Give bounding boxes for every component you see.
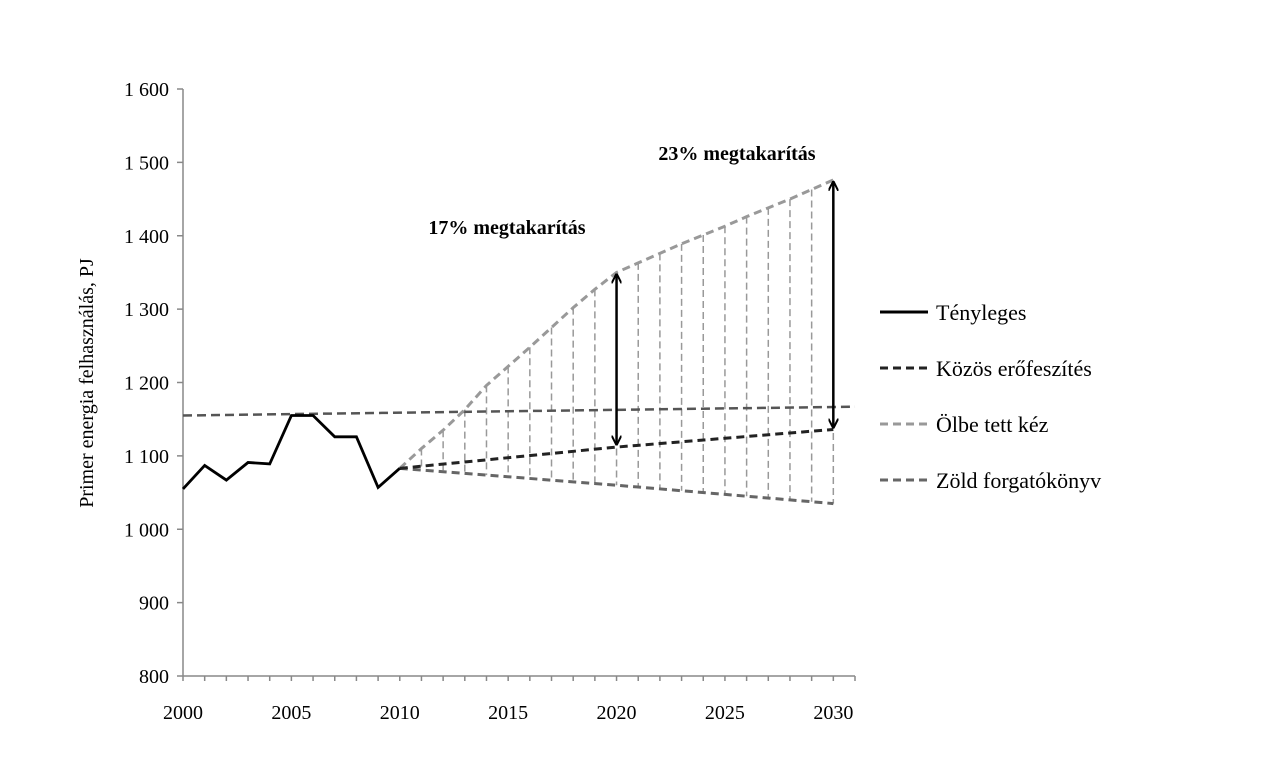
series-line--lbe-tett-k-z xyxy=(398,178,834,470)
series-line-k-z-s-er-fesz-t-s xyxy=(399,427,834,470)
series-layer xyxy=(181,178,834,506)
x-tick-label: 2025 xyxy=(705,702,745,724)
legend: Tényleges Közös erőfeszítés Ölbe tett kéz Z… xyxy=(880,300,1101,493)
savings-annotation: 23% megtakarítás xyxy=(658,143,815,165)
y-tick-label: 800 xyxy=(139,666,169,688)
legend-label: Ölbe tett kéz xyxy=(936,412,1049,437)
y-tick-label: 1 200 xyxy=(124,373,169,395)
x-tick-label: 2030 xyxy=(813,702,853,724)
y-tick-label: 1 000 xyxy=(124,519,169,541)
y-axis-label: Primer energia felhasználás, PJ xyxy=(76,258,98,508)
x-tick-label: 2005 xyxy=(271,702,311,724)
annotations: 17% megtakarítás 23% megtakarítás xyxy=(428,143,833,443)
legend-label: Közös erőfeszítés xyxy=(936,356,1092,381)
savings-annotation: 17% megtakarítás xyxy=(428,217,585,239)
y-tick-label: 1 100 xyxy=(124,446,169,468)
y-tick-label: 1 400 xyxy=(124,226,169,248)
series-line-z-ld-forgat-k-nyv xyxy=(399,466,834,506)
x-tick-label: 2015 xyxy=(488,702,528,724)
y-tick-label: 1 500 xyxy=(124,152,169,174)
reference-dashed-line xyxy=(182,405,856,417)
reference-line xyxy=(182,405,856,417)
legend-label: Zöld forgatókönyv xyxy=(936,468,1101,493)
axes: 800 900 1 000 1 100 1 200 1 300 1 400 1 500 1 60… xyxy=(124,79,856,724)
x-tick-label: 2010 xyxy=(380,702,420,724)
y-axis-label-group: Primer energia felhasználás, PJ xyxy=(76,258,98,508)
legend-label: Tényleges xyxy=(936,300,1026,325)
y-tick-label: 1 600 xyxy=(124,79,169,101)
y-tick-label: 1 300 xyxy=(124,299,169,321)
x-tick-label: 2020 xyxy=(597,702,637,724)
y-tick-label: 900 xyxy=(139,593,169,615)
x-tick-label: 2000 xyxy=(163,702,203,724)
series-line-t-nyleges xyxy=(181,414,401,490)
